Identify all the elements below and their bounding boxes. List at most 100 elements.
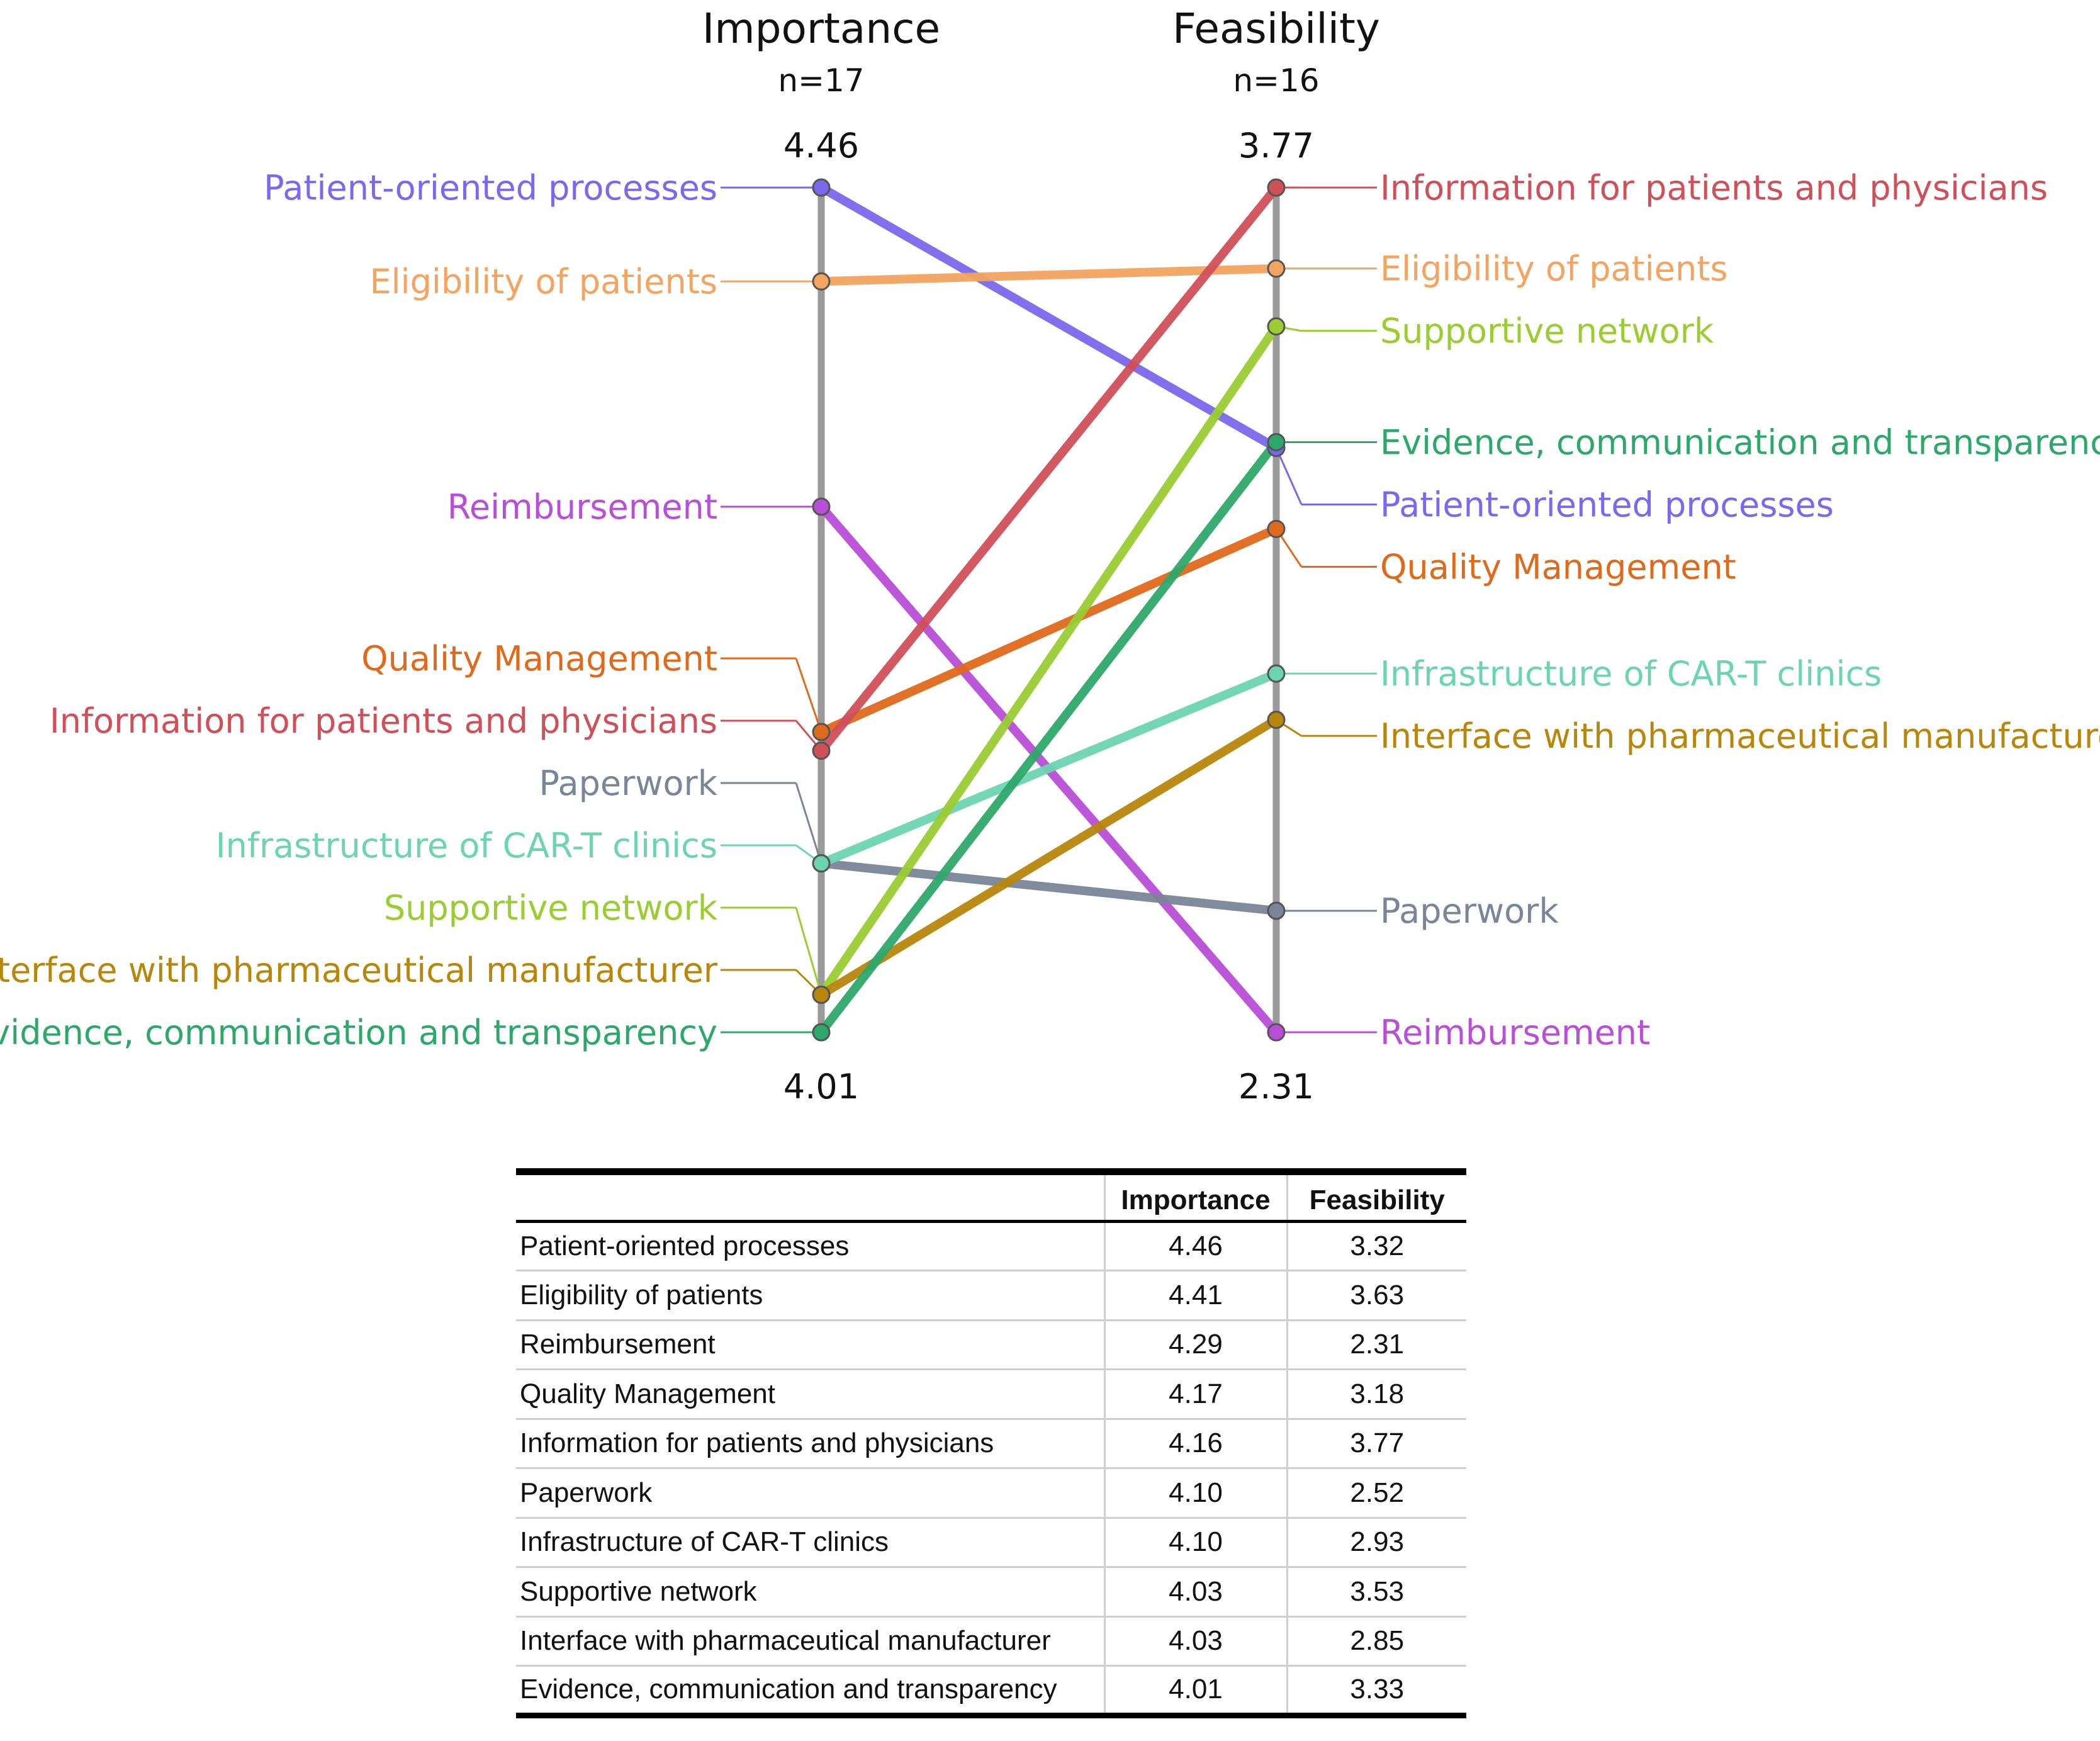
importance-series-label: Interface with pharmaceutical manufactur…	[0, 950, 718, 990]
importance-series-label: Quality Management	[361, 639, 717, 679]
table-cell-importance: 4.29	[1103, 1320, 1287, 1370]
feasibility-series-label: Evidence, communication and transparency	[1380, 422, 2100, 462]
importance-leader-line	[795, 907, 823, 995]
feasibility-series-label: Quality Management	[1380, 547, 1736, 587]
table-cell-importance: 4.10	[1103, 1518, 1287, 1567]
table-cell-feasibility: 2.93	[1286, 1518, 1466, 1567]
importance-min-label: 4.01	[783, 1067, 859, 1107]
table-cell-importance: 4.41	[1103, 1270, 1287, 1320]
table-cell-factor: Paperwork	[520, 1477, 653, 1508]
table-cell-importance: 4.17	[1103, 1369, 1287, 1419]
feasibility-labels: Patient-oriented processes Eligibility of…	[1380, 168, 2100, 1052]
feasibility-series-label: Supportive network	[1380, 312, 1714, 351]
feasibility-point	[1267, 432, 1286, 451]
feasibility-point	[1267, 1023, 1286, 1042]
label-leaders	[721, 186, 1377, 1034]
table-cell-feasibility: 2.31	[1286, 1320, 1466, 1370]
table-cell-feasibility: 3.32	[1286, 1221, 1466, 1271]
importance-point	[812, 497, 831, 516]
importance-point	[812, 272, 831, 291]
feasibility-series-label: Information for patients and physicians	[1380, 168, 2048, 208]
feasibility-point	[1267, 711, 1286, 730]
table-row: Patient-oriented processes 4.46 3.32	[516, 1221, 1466, 1271]
feasibility-leader-line	[1275, 448, 1303, 505]
table-cell-factor: Supportive network	[520, 1575, 757, 1607]
table-row: Information for patients and physicians 4…	[516, 1419, 1466, 1468]
importance-series-label: Infrastructure of CAR-T clinics	[216, 826, 717, 865]
importance-max-label: 4.46	[783, 126, 859, 166]
importance-series-label: Patient-oriented processes	[264, 168, 717, 208]
importance-labels: Patient-oriented processes Eligibility of…	[0, 168, 718, 1052]
table-row: Eligibility of patients 4.41 3.63	[516, 1270, 1466, 1320]
table-header-importance: Importance	[1103, 1171, 1287, 1221]
slope-line	[817, 322, 1281, 1000]
feasibility-series-label: Paperwork	[1380, 891, 1559, 931]
table-header-row: Importance Feasibility	[516, 1171, 1466, 1222]
slope-line	[817, 715, 1281, 1000]
table-cell-factor: Interface with pharmaceutical manufactur…	[520, 1625, 1051, 1657]
importance-series-label: Evidence, communication and transparency	[0, 1013, 717, 1052]
importance-leader-line	[795, 782, 823, 864]
table-cell-importance: 4.03	[1103, 1616, 1287, 1666]
importance-point	[812, 723, 831, 741]
slope-line	[817, 264, 1281, 286]
importance-series-label: Information for patients and physicians	[50, 701, 717, 741]
table-row: Infrastructure of CAR-T clinics 4.10 2.93	[516, 1518, 1466, 1567]
slope-line	[817, 859, 1281, 915]
table-cell-factor: Reimbursement	[520, 1329, 716, 1360]
feasibility-title: Feasibility	[1172, 4, 1380, 53]
importance-series-label: Eligibility of patients	[370, 262, 718, 301]
importance-point	[812, 985, 831, 1004]
table-cell-feasibility: 2.52	[1286, 1468, 1466, 1518]
data-table: Importance Feasibility Patient-oriented …	[516, 1168, 1466, 1718]
feasibility-point	[1267, 519, 1286, 538]
table-cell-feasibility: 3.77	[1286, 1419, 1466, 1468]
feasibility-point	[1267, 664, 1286, 683]
feasibility-series-label: Infrastructure of CAR-T clinics	[1380, 654, 1882, 694]
slope-line	[817, 524, 1281, 736]
table-cell-factor: Patient-oriented processes	[520, 1230, 850, 1261]
slope-lines	[817, 183, 1281, 1037]
table-cell-importance: 4.10	[1103, 1468, 1287, 1518]
feasibility-n-label: n=16	[1233, 62, 1319, 99]
slope-line	[817, 183, 1281, 755]
feasibility-max-label: 3.77	[1238, 126, 1314, 166]
table-header-feasibility: Feasibility	[1286, 1171, 1466, 1221]
table-row: Quality Management 4.17 3.18	[516, 1369, 1466, 1419]
table-cell-feasibility: 2.85	[1286, 1616, 1466, 1666]
importance-point	[812, 1023, 831, 1042]
table-cell-feasibility: 3.18	[1286, 1369, 1466, 1419]
importance-n-label: n=17	[778, 62, 864, 99]
feasibility-series-label: Patient-oriented processes	[1380, 485, 1834, 524]
table-cell-importance: 4.01	[1103, 1665, 1287, 1715]
importance-leader-line	[795, 658, 823, 733]
importance-point	[812, 741, 831, 760]
feasibility-point	[1267, 259, 1286, 278]
table-cell-feasibility: 3.53	[1286, 1567, 1466, 1616]
slope-points	[812, 178, 1286, 1042]
table-cell-factor: Eligibility of patients	[520, 1279, 763, 1310]
slope-chart: Importance Feasibility n=17 n=16 4.46 3.…	[0, 4, 2100, 1107]
importance-title: Importance	[702, 4, 940, 53]
table-row: Supportive network 4.03 3.53	[516, 1567, 1466, 1616]
table-row: Evidence, communication and transparency…	[516, 1665, 1466, 1715]
importance-point	[812, 178, 831, 197]
table-header-blank	[516, 1172, 1104, 1222]
table-cell-importance: 4.16	[1103, 1419, 1287, 1468]
table-cell-factor: Information for patients and physicians	[520, 1428, 994, 1459]
feasibility-point	[1267, 178, 1286, 197]
table-cell-importance: 4.46	[1103, 1221, 1287, 1271]
table-row: Paperwork 4.10 2.52	[516, 1468, 1466, 1518]
table-cell-factor: Infrastructure of CAR-T clinics	[520, 1526, 889, 1558]
importance-series-label: Reimbursement	[447, 487, 717, 527]
table-row: Reimbursement 4.29 2.31	[516, 1320, 1466, 1370]
slope-line	[817, 183, 1281, 453]
table-cell-importance: 4.03	[1103, 1567, 1287, 1616]
feasibility-series-label: Interface with pharmaceutical manufactur…	[1380, 716, 2100, 756]
feasibility-point	[1267, 317, 1286, 336]
importance-series-label: Paperwork	[539, 763, 717, 803]
slope-line	[817, 437, 1281, 1037]
importance-point	[812, 854, 831, 873]
slope-line	[817, 669, 1281, 868]
table-cell-feasibility: 3.33	[1286, 1665, 1466, 1715]
